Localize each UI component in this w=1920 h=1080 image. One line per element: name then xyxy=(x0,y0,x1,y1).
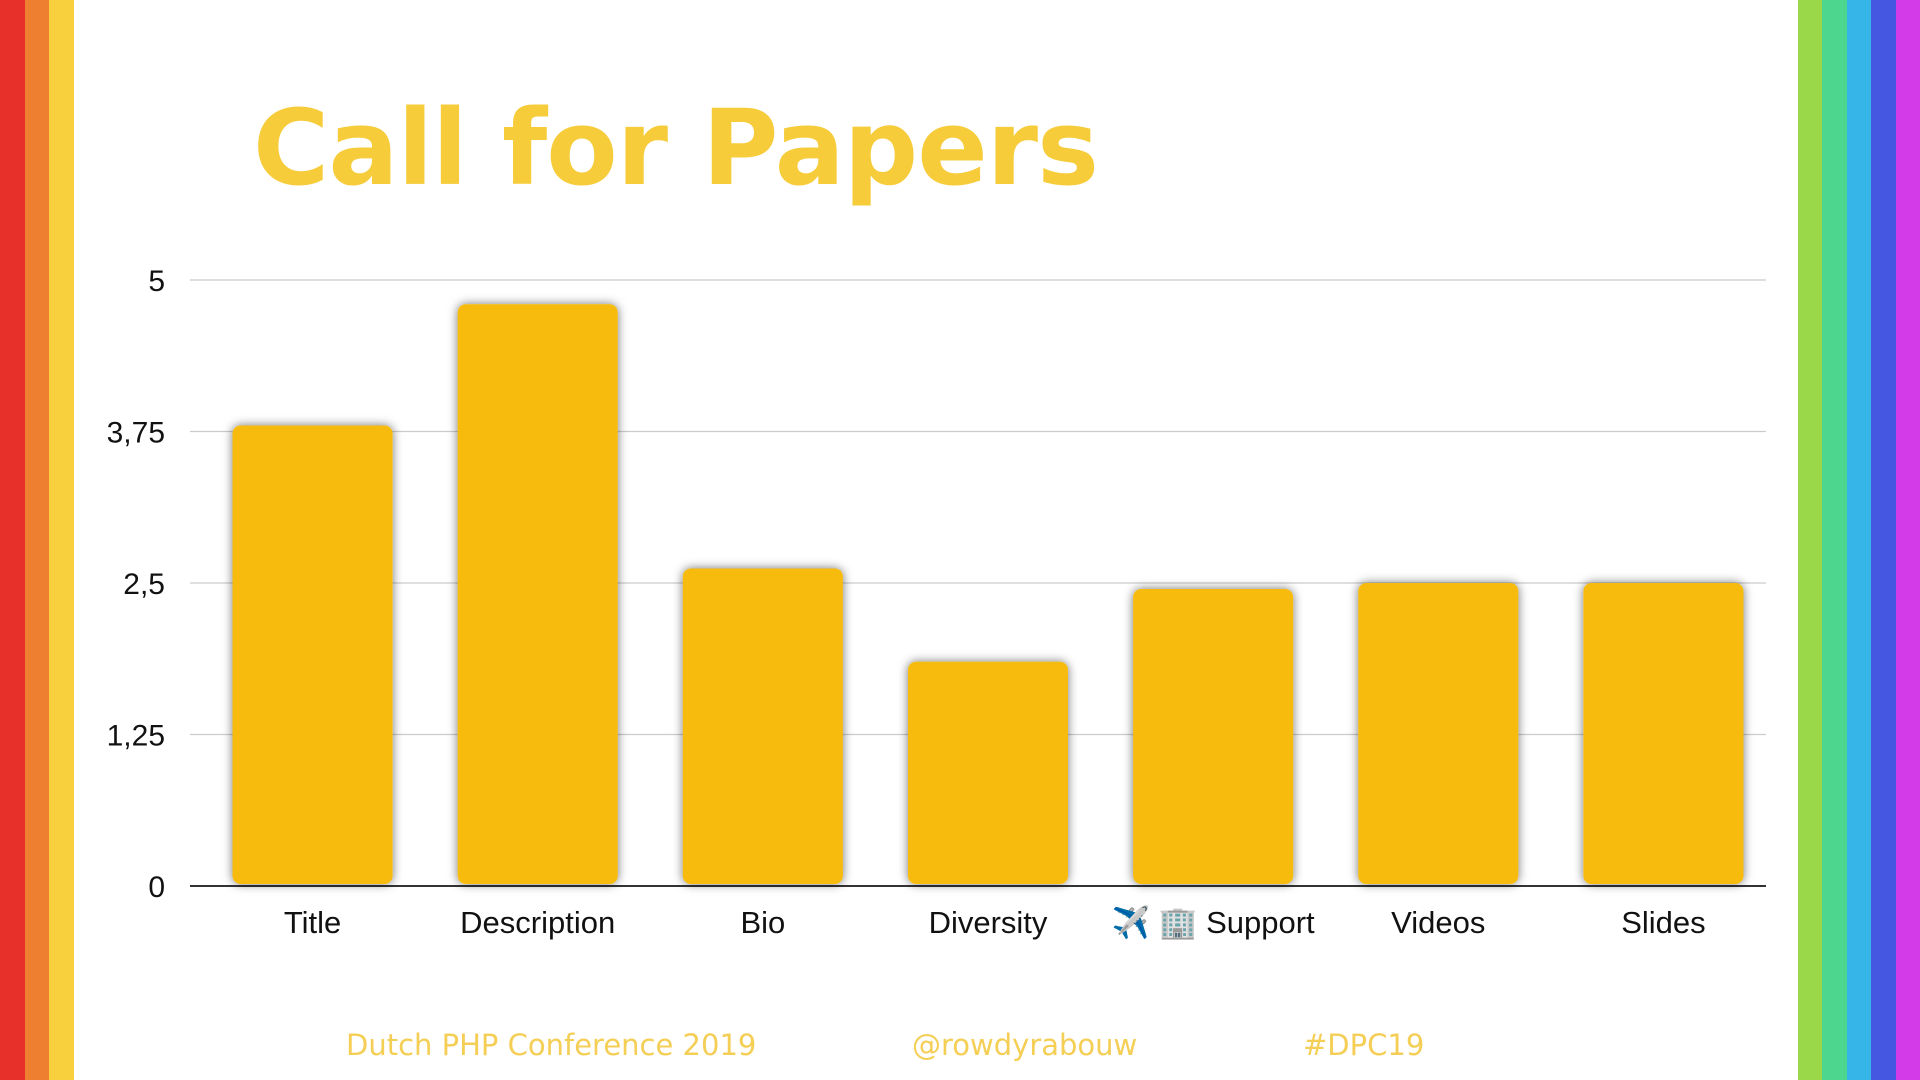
left-stripe-1 xyxy=(0,0,25,1080)
right-stripe-3 xyxy=(1846,0,1871,1080)
bar-4 xyxy=(908,661,1068,884)
left-stripe-3 xyxy=(49,0,74,1080)
bar-7 xyxy=(1583,583,1744,884)
bars xyxy=(232,304,1744,884)
left-stripe-2 xyxy=(24,0,49,1080)
y-tick-label: 5 xyxy=(148,265,165,298)
right-stripe-2 xyxy=(1822,0,1847,1080)
x-tick-label: Bio xyxy=(740,905,785,940)
right-rainbow-stripes xyxy=(1797,0,1920,1080)
x-tick-label: Description xyxy=(460,905,615,940)
y-tick-label: 1,25 xyxy=(107,720,165,753)
y-tick-label: 2,5 xyxy=(123,568,165,601)
right-stripe-1 xyxy=(1797,0,1822,1080)
bar-6 xyxy=(1358,583,1519,884)
x-tick-label: Slides xyxy=(1621,905,1705,940)
bar-1 xyxy=(232,425,393,884)
y-tick-label: 0 xyxy=(148,871,165,904)
footer-conference: Dutch PHP Conference 2019 xyxy=(346,1028,757,1062)
footer-handle: @rowdyrabouw xyxy=(912,1028,1138,1062)
right-stripe-5 xyxy=(1895,0,1920,1080)
x-axis-labels: Title Description Bio Diversity ✈️ 🏢 Support… xyxy=(284,903,1706,940)
bar-3 xyxy=(682,568,843,884)
bar-2 xyxy=(457,304,618,884)
x-tick-label: Videos xyxy=(1391,905,1485,940)
bar-5 xyxy=(1133,589,1294,884)
footer-hashtag: #DPC19 xyxy=(1303,1028,1425,1062)
x-tick-label: Title xyxy=(284,905,341,940)
y-axis-ticks: 0 1,25 2,5 3,75 5 xyxy=(107,265,165,904)
x-tick-label: Diversity xyxy=(929,905,1048,940)
x-tick-label: ✈️ 🏢 Support xyxy=(1112,903,1315,940)
left-rainbow-stripes xyxy=(0,0,74,1080)
slide-title: Call for Papers xyxy=(253,87,1099,209)
y-tick-label: 3,75 xyxy=(107,417,165,450)
right-stripe-4 xyxy=(1871,0,1896,1080)
